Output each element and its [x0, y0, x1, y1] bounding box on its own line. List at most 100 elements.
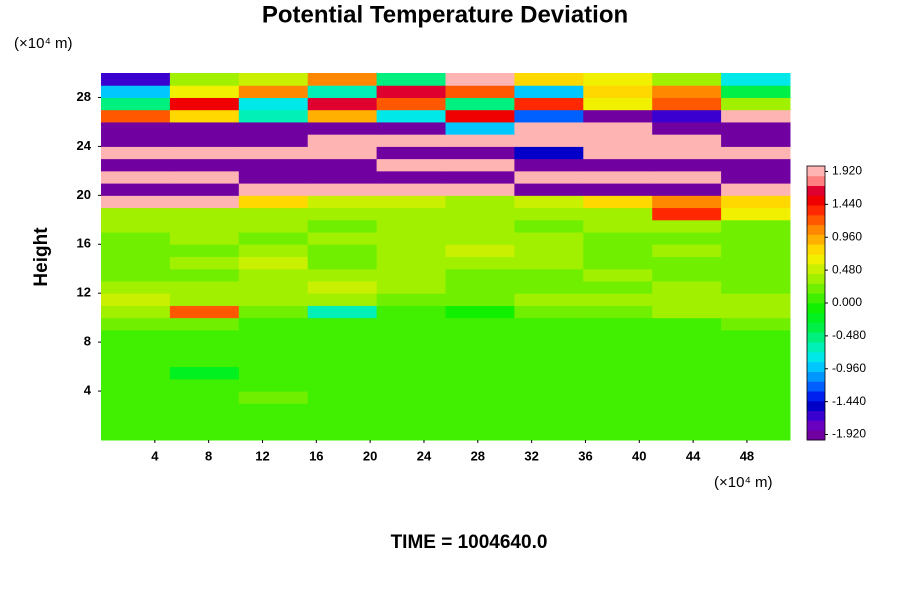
colorbar-level: [807, 410, 825, 421]
heatmap-cell: [376, 378, 446, 392]
heatmap-cell: [514, 268, 584, 282]
heatmap-cell: [445, 158, 515, 172]
x-tick-label: 48: [740, 448, 754, 463]
heatmap-cell: [652, 293, 722, 306]
heatmap-cell: [652, 317, 722, 331]
heatmap-cell: [101, 207, 171, 221]
heatmap-cell: [721, 354, 791, 368]
heatmap-cell: [583, 146, 653, 160]
heatmap-cell: [307, 305, 378, 319]
heatmap-cell: [514, 244, 584, 257]
heatmap-cell: [721, 293, 791, 306]
heatmap-cell: [238, 256, 309, 270]
heatmap-cell: [721, 305, 791, 319]
heatmap-cell: [445, 378, 515, 392]
heatmap-cell: [238, 219, 309, 233]
heatmap-cell: [101, 366, 171, 380]
heatmap-cell: [721, 121, 791, 135]
heatmap-cell: [238, 158, 309, 172]
heatmap-cell: [721, 146, 791, 160]
colorbar-level: [807, 293, 825, 304]
chart-title: Potential Temperature Deviation: [262, 1, 628, 28]
time-annotation: TIME = 1004640.0: [391, 532, 548, 553]
heatmap-cell: [169, 427, 240, 441]
heatmap-cell: [514, 195, 584, 209]
heatmap-cell: [376, 158, 446, 172]
heatmap-cell: [652, 427, 722, 441]
heatmap-cell: [169, 378, 240, 392]
colorbar-level: [807, 234, 825, 245]
heatmap-cell: [583, 427, 653, 441]
heatmap-cell: [307, 256, 378, 270]
colorbar-level: [807, 205, 825, 216]
colorbar-tick-label: -0.960: [832, 361, 866, 375]
heatmap-cell: [101, 378, 171, 392]
heatmap-cell: [238, 85, 309, 98]
x-tick-label: 24: [417, 448, 432, 463]
heatmap-cell: [583, 85, 653, 98]
heatmap-cell: [721, 109, 791, 123]
heatmap-cell: [721, 170, 791, 184]
x-unit: (×10⁴ m): [714, 474, 773, 491]
heatmap-cell: [583, 378, 653, 392]
heatmap-cell: [376, 207, 446, 221]
x-tick-label: 40: [632, 448, 646, 463]
heatmap-cell: [514, 391, 584, 404]
colorbar-level: [807, 430, 825, 441]
heatmap-cell: [238, 146, 309, 160]
heatmap-cell: [307, 170, 378, 184]
heatmap-cell: [514, 146, 584, 160]
heatmap-cell: [169, 268, 240, 282]
heatmap-cell: [445, 354, 515, 368]
heatmap-cell: [376, 219, 446, 233]
heatmap-cell: [169, 244, 240, 257]
heatmap-cell: [514, 183, 584, 196]
heatmap-cell: [101, 305, 171, 319]
heatmap-cell: [238, 244, 309, 257]
colorbar-level: [807, 400, 825, 412]
heatmap-cell: [652, 378, 722, 392]
heatmap-cell: [721, 329, 791, 343]
heatmap-cell: [238, 134, 309, 147]
heatmap-cell: [445, 219, 515, 233]
heatmap-cell: [101, 158, 171, 172]
heatmap-cell: [445, 305, 515, 319]
heatmap-cell: [445, 280, 515, 294]
heatmap-cell: [101, 109, 171, 123]
x-tick-label: 28: [471, 448, 485, 463]
heatmap-cell: [652, 280, 722, 294]
heatmap-cell: [583, 109, 653, 123]
heatmap-cell: [101, 244, 171, 257]
heatmap-cell: [514, 73, 584, 86]
heatmap-cell: [307, 354, 378, 368]
colorbar-level: [807, 342, 825, 353]
heatmap-cell: [445, 73, 515, 86]
heatmap-cell: [238, 109, 309, 123]
heatmap-cell: [721, 391, 791, 404]
colorbar-level: [807, 361, 825, 372]
heatmap-cell: [307, 73, 378, 86]
heatmap-cell: [169, 305, 240, 319]
heatmap-cell: [169, 366, 240, 380]
heatmap-cell: [721, 378, 791, 392]
heatmap-cell: [583, 342, 653, 355]
heatmap-cell: [101, 354, 171, 368]
heatmap-cell: [583, 170, 653, 184]
heatmap-cell: [514, 134, 584, 147]
heatmap-cell: [445, 146, 515, 160]
heatmap-cell: [445, 244, 515, 257]
heatmap-cell: [169, 158, 240, 172]
heatmap-cell: [169, 403, 240, 417]
heatmap-cell: [583, 317, 653, 331]
heatmap-cell: [514, 403, 584, 417]
colorbar-level: [807, 263, 825, 275]
colorbar-level: [807, 303, 825, 314]
heatmap-cell: [652, 219, 722, 233]
heatmap-cell: [101, 415, 171, 429]
heatmap-cell: [238, 121, 309, 135]
x-tick-label: 16: [309, 448, 323, 463]
heatmap-cell: [583, 183, 653, 196]
heatmap-cell: [721, 280, 791, 294]
heatmap-cell: [376, 366, 446, 380]
heatmap-cell: [101, 219, 171, 233]
